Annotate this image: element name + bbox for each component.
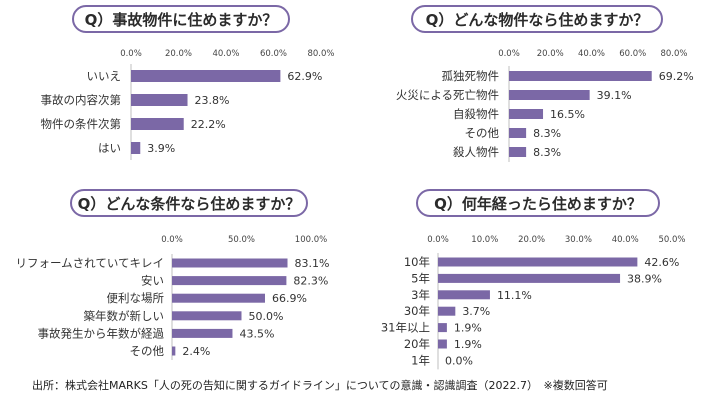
tick-label: 40.0%	[612, 235, 639, 245]
bar	[172, 293, 265, 303]
data-label: 66.9%	[272, 292, 307, 305]
tick-label: 10.0%	[471, 235, 498, 245]
tick-label: 40.0%	[578, 49, 605, 59]
category-label: 築年数が新しい	[84, 309, 165, 323]
category-label: 1年	[411, 353, 430, 367]
category-label: 自殺物件	[453, 107, 499, 121]
data-label: 38.9%	[627, 272, 662, 285]
category-label: 30年	[404, 304, 430, 318]
bar	[172, 258, 288, 268]
bar	[509, 90, 590, 100]
tick-label: 100.0%	[295, 235, 327, 245]
category-label: 孤独死物件	[442, 69, 500, 83]
category-label: 3年	[411, 288, 430, 302]
bar	[131, 118, 184, 130]
bar	[438, 257, 638, 267]
data-label: 82.3%	[293, 275, 328, 288]
category-label: その他	[130, 344, 165, 358]
bar	[172, 328, 233, 338]
category-label: リフォームされていてキレイ	[16, 256, 164, 270]
data-label: 43.5%	[239, 327, 274, 340]
bar	[172, 276, 287, 286]
bar	[509, 71, 652, 81]
chart-title-3: Q）どんな条件なら住めますか？	[70, 189, 308, 217]
bar	[172, 311, 242, 321]
bar	[438, 273, 621, 283]
tick-label: 60.0%	[619, 49, 646, 59]
category-label: 便利な場所	[107, 291, 165, 305]
data-label: 83.1%	[295, 257, 330, 270]
data-label: 39.1%	[597, 89, 632, 102]
data-label: 42.6%	[644, 256, 679, 269]
data-label: 0.0%	[445, 354, 473, 367]
data-label: 3.9%	[147, 142, 175, 155]
tick-label: 0.0%	[498, 49, 520, 59]
category-label: 10年	[404, 255, 430, 269]
category-label: はい	[98, 141, 121, 155]
category-label: 事故の内容次第	[41, 93, 122, 107]
tick-label: 0.0%	[120, 49, 142, 59]
chart-title-1: Q）事故物件に住めますか？	[72, 5, 290, 33]
category-label: 火災による死亡物件	[396, 88, 499, 102]
category-label: 31年以上	[381, 321, 430, 335]
data-label: 50.0%	[249, 310, 284, 323]
bar	[438, 323, 447, 333]
tick-label: 0.0%	[161, 235, 183, 245]
tick-label: 60.0%	[260, 49, 287, 59]
tick-label: 40.0%	[212, 49, 239, 59]
category-label: いいえ	[87, 69, 122, 83]
data-label: 1.9%	[454, 338, 482, 351]
category-label: 5年	[411, 271, 430, 285]
category-label: その他	[465, 126, 500, 140]
category-label: 20年	[404, 337, 430, 351]
tick-label: 20.0%	[165, 49, 192, 59]
data-label: 1.9%	[454, 322, 482, 335]
category-label: 物件の条件次第	[41, 117, 122, 131]
bar	[172, 346, 176, 356]
category-label: 殺人物件	[453, 145, 499, 159]
data-label: 62.9%	[287, 70, 322, 83]
category-label: 安い	[141, 274, 164, 288]
bar	[438, 290, 490, 300]
data-label: 16.5%	[550, 108, 585, 121]
bar	[438, 306, 456, 316]
data-label: 3.7%	[462, 305, 490, 318]
tick-label: 80.0%	[660, 49, 687, 59]
bar	[438, 339, 447, 349]
bar	[509, 128, 527, 138]
data-label: 69.2%	[659, 70, 694, 83]
bar	[509, 109, 544, 119]
tick-label: 80.0%	[307, 49, 334, 59]
category-label: 事故発生から年数が経過	[38, 326, 165, 340]
data-label: 11.1%	[497, 289, 532, 302]
chart-title-4: Q）何年経ったら住めますか？	[416, 189, 660, 217]
data-label: 22.2%	[191, 118, 226, 131]
chart-title-2: Q）どんな物件なら住めますか？	[411, 5, 663, 33]
bar	[131, 94, 188, 106]
data-label: 23.8%	[195, 94, 230, 107]
data-label: 8.3%	[533, 127, 561, 140]
bar	[131, 70, 281, 82]
source-note: 出所：株式会社MARKS「人の死の告知に関するガイドライン」についての意識・認識…	[32, 379, 608, 392]
tick-label: 20.0%	[518, 235, 545, 245]
tick-label: 50.0%	[658, 235, 685, 245]
tick-label: 20.0%	[537, 49, 564, 59]
tick-label: 30.0%	[565, 235, 592, 245]
tick-label: 50.0%	[228, 235, 255, 245]
data-label: 2.4%	[182, 345, 210, 358]
tick-label: 0.0%	[427, 235, 449, 245]
bar	[131, 142, 141, 154]
bar	[509, 147, 527, 157]
data-label: 8.3%	[533, 146, 561, 159]
